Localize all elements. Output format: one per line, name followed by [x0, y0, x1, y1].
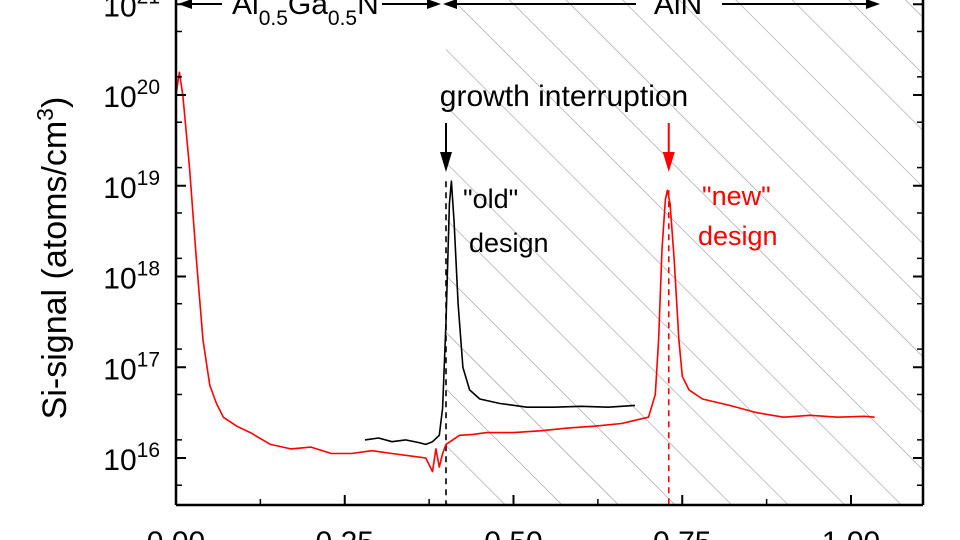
old-growth-arrow-head: [440, 152, 452, 172]
y-tick-label: 1017: [103, 348, 160, 386]
x-tick-label: 1.00: [822, 526, 880, 540]
y-tick-label: 1018: [103, 258, 160, 296]
aln-hatched-region: [446, 0, 923, 505]
layer-label-algan: Al0.5Ga0.5N: [232, 0, 379, 30]
series-new-design-line: [176, 71, 875, 473]
y-tick-label: 1019: [103, 167, 160, 205]
old-design-label-line2: design: [469, 228, 549, 258]
x-tick-label: 0.00: [147, 526, 205, 540]
x-tick-label: 0.25: [316, 526, 374, 540]
new-growth-arrow-head: [662, 152, 675, 172]
new-design-label-line1: "new": [702, 181, 771, 211]
y-tick-label: 1021: [103, 0, 160, 23]
layer-label-aln: AlN: [654, 0, 702, 21]
y-ticks-group: 1016 1017 1018 1019 1020 1021: [103, 0, 923, 486]
x-ticks-group: 0.00 0.25 0.50 0.75 1.00: [147, 495, 880, 540]
x-tick-label: 0.75: [653, 526, 711, 540]
y-tick-label: 1020: [103, 76, 160, 114]
layer-arrows: [178, 0, 880, 9]
y-axis-label: Si-signal (atoms/cm3): [32, 97, 74, 420]
x-tick-label: 0.50: [484, 526, 542, 540]
old-design-label-line1: "old": [463, 184, 518, 214]
y-tick-label: 1016: [103, 439, 160, 477]
growth-interruption-label: growth interruption: [440, 80, 688, 113]
growth-arrows: [440, 123, 675, 172]
series-old-design-line: [364, 180, 636, 446]
new-design-label-line2: design: [698, 221, 778, 251]
